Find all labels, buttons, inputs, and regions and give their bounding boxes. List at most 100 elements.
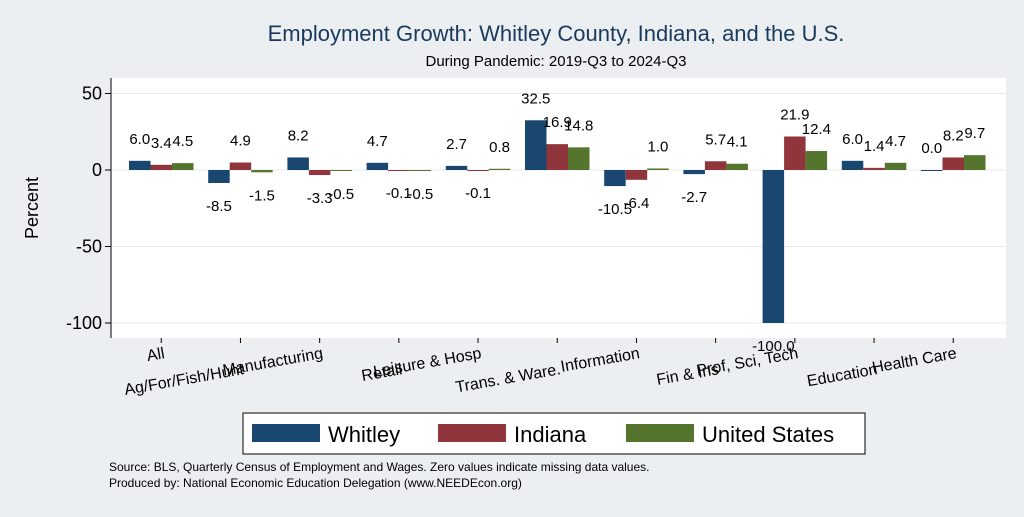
x-tick-label: Education xyxy=(806,361,879,390)
data-label: -3.3 xyxy=(307,190,333,207)
data-label: 16.9 xyxy=(543,114,572,131)
y-tick-label: -100 xyxy=(66,313,102,333)
data-label: -0.1 xyxy=(465,185,491,202)
bar xyxy=(726,163,748,170)
data-label: 14.8 xyxy=(564,117,593,134)
bar xyxy=(172,163,194,170)
bar xyxy=(546,144,568,170)
data-label: 6.0 xyxy=(842,131,863,148)
bar xyxy=(841,160,864,170)
x-tick-label: Manufacturing xyxy=(222,345,325,379)
x-tick-label: All xyxy=(145,345,165,365)
bar xyxy=(330,170,352,171)
legend-swatch xyxy=(438,424,506,442)
bar xyxy=(388,170,410,171)
legend-swatch xyxy=(252,424,320,442)
data-label: 6.0 xyxy=(129,131,150,148)
bar xyxy=(762,170,785,323)
bar xyxy=(287,157,309,170)
bar xyxy=(942,157,964,170)
y-axis-ticks: 50 0 -50 -100 xyxy=(66,84,111,333)
bar xyxy=(251,170,273,173)
data-label: -0.1 xyxy=(386,185,412,202)
source-note: Source: BLS, Quarterly Census of Employm… xyxy=(109,460,649,474)
bar xyxy=(784,136,806,170)
data-label: 3.4 xyxy=(151,135,172,152)
legend-box xyxy=(242,412,866,455)
bar xyxy=(704,161,727,170)
data-label: 5.7 xyxy=(705,131,726,148)
data-label: -6.4 xyxy=(624,195,650,212)
legend-items: Whitley Indiana United States xyxy=(252,422,834,447)
bars xyxy=(129,120,986,323)
data-label: 4.7 xyxy=(885,133,906,150)
x-tick-label: Information xyxy=(559,345,641,376)
legend-label: Whitley xyxy=(328,422,400,447)
bar xyxy=(625,170,648,180)
bar xyxy=(308,170,331,176)
data-label: -0.5 xyxy=(328,186,354,203)
x-tick-label: Prof, Sci, Tech xyxy=(695,345,799,380)
bar xyxy=(366,162,389,170)
x-tick-label: Leisure & Hosp xyxy=(372,345,483,381)
data-label: 21.9 xyxy=(780,106,809,123)
data-label: -8.5 xyxy=(206,198,232,215)
y-tick-label: -50 xyxy=(76,237,102,257)
data-label: 9.7 xyxy=(964,125,985,142)
data-label: -10.5 xyxy=(598,201,632,218)
x-tick-label: Health Care xyxy=(871,345,958,377)
legend: Whitley Indiana United States xyxy=(242,412,866,455)
data-label: 8.2 xyxy=(288,127,309,144)
bar xyxy=(805,151,828,170)
data-label: -100.0 xyxy=(752,338,795,355)
bar xyxy=(467,170,489,171)
x-tick-label: Trans. & Ware. xyxy=(454,361,562,396)
chart-title: Employment Growth: Whitley County, India… xyxy=(268,21,845,46)
data-label: 4.1 xyxy=(727,134,748,151)
data-label: 32.5 xyxy=(521,90,550,107)
plot-area xyxy=(111,78,1006,338)
data-label: -2.7 xyxy=(681,189,707,206)
data-label: 8.2 xyxy=(943,127,964,144)
data-label: 1.4 xyxy=(864,138,885,155)
y-axis-label: Percent xyxy=(22,177,42,239)
data-label: 12.4 xyxy=(802,121,831,138)
produced-by-note: Produced by: National Economic Education… xyxy=(109,476,522,490)
bar xyxy=(208,170,230,184)
data-label: 4.7 xyxy=(367,133,388,150)
data-label: 0.8 xyxy=(489,139,510,156)
legend-swatch xyxy=(626,424,694,442)
bar xyxy=(884,162,907,170)
bar xyxy=(488,168,511,170)
x-tick-label: Retail xyxy=(360,361,403,385)
data-label: 1.0 xyxy=(648,138,669,155)
bar xyxy=(129,160,151,170)
bar xyxy=(683,170,705,175)
value-labels: 6.0 3.4 4.5-8.54.9-1.58.2-3.3-0.54.7-0.1-0… xyxy=(129,90,985,355)
bar xyxy=(445,165,468,170)
data-label: -0.5 xyxy=(407,186,433,203)
bar xyxy=(229,162,252,170)
bar xyxy=(647,168,669,170)
legend-label: Indiana xyxy=(514,422,587,447)
data-label: 4.9 xyxy=(230,133,251,150)
data-label: 2.7 xyxy=(446,136,467,153)
data-label: 4.5 xyxy=(172,133,193,150)
y-tick-label: 50 xyxy=(82,84,102,104)
chart-subtitle: During Pandemic: 2019-Q3 to 2024-Q3 xyxy=(426,53,687,70)
bar xyxy=(921,170,943,171)
data-label: -1.5 xyxy=(249,187,275,204)
y-tick-label: 0 xyxy=(92,160,102,180)
bar xyxy=(604,170,626,187)
bar xyxy=(409,170,432,171)
bar xyxy=(863,167,885,170)
legend-label: United States xyxy=(702,422,834,447)
bar xyxy=(150,164,172,170)
data-label: 0.0 xyxy=(921,140,942,157)
bar xyxy=(964,155,986,170)
bar xyxy=(525,120,547,170)
bar xyxy=(568,147,590,170)
